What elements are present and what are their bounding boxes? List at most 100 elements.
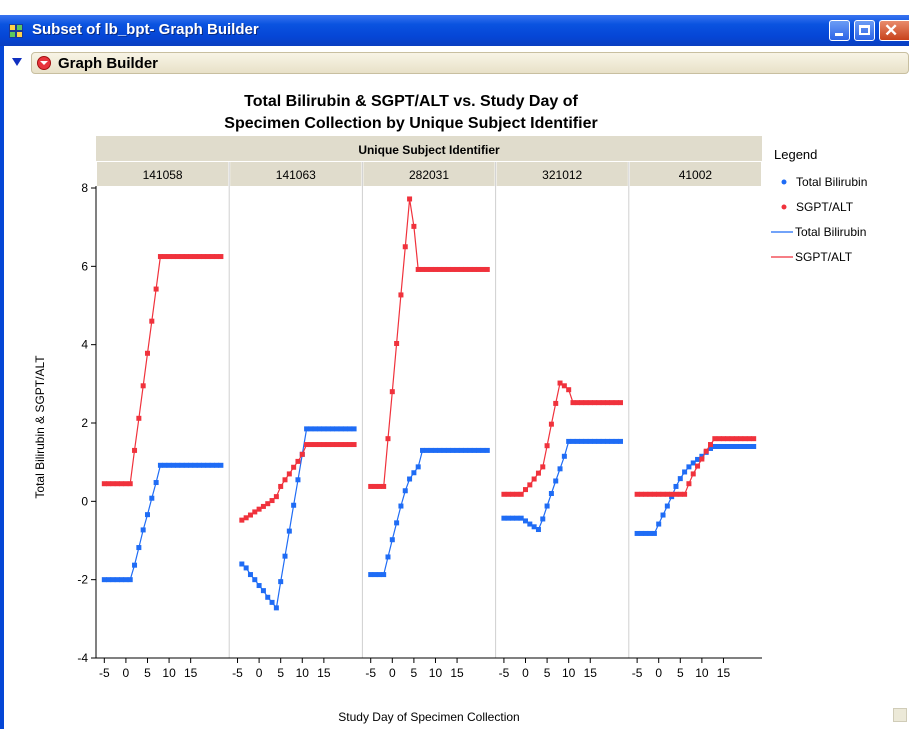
data-point: [287, 471, 292, 476]
data-point: [398, 292, 403, 297]
data-point: [123, 481, 128, 486]
data-point: [347, 442, 352, 447]
data-point: [119, 577, 124, 582]
legend[interactable]: Legend Total Bilirubin SGPT/ALT Total Bili…: [771, 147, 867, 264]
x-tick-label: 15: [317, 666, 331, 680]
data-point: [643, 531, 648, 536]
data-point: [239, 518, 244, 523]
series-line-sgpt-alt: [104, 257, 221, 484]
data-point: [128, 577, 133, 582]
data-point: [352, 442, 357, 447]
data-point: [540, 516, 545, 521]
data-point: [562, 454, 567, 459]
data-point: [468, 448, 473, 453]
data-point: [154, 480, 159, 485]
data-point: [562, 383, 567, 388]
data-point: [639, 492, 644, 497]
data-point: [171, 254, 176, 259]
y-tick-label: 6: [81, 259, 88, 273]
data-point: [442, 267, 447, 272]
data-point: [368, 484, 373, 489]
x-tick-label: 0: [389, 666, 396, 680]
data-point: [429, 448, 434, 453]
data-point: [403, 488, 408, 493]
data-point: [257, 507, 262, 512]
data-point: [278, 579, 283, 584]
data-point: [618, 439, 623, 444]
x-tick-label: 5: [677, 666, 684, 680]
data-point: [609, 439, 614, 444]
data-point: [141, 527, 146, 532]
x-tick-label: 10: [296, 666, 310, 680]
data-point: [394, 520, 399, 525]
data-point: [673, 492, 678, 497]
data-point: [407, 196, 412, 201]
resize-grip-icon[interactable]: [893, 708, 907, 722]
data-point: [523, 518, 528, 523]
data-point: [295, 477, 300, 482]
data-point: [184, 463, 189, 468]
data-point: [300, 452, 305, 457]
data-point: [510, 492, 515, 497]
data-point: [291, 465, 296, 470]
data-point: [326, 442, 331, 447]
panel-141063: 141063: [229, 162, 361, 658]
y-tick-label: 8: [81, 181, 88, 195]
data-point: [669, 492, 674, 497]
data-point: [145, 351, 150, 356]
data-point: [437, 448, 442, 453]
data-point: [317, 442, 322, 447]
data-point: [583, 439, 588, 444]
data-point: [635, 531, 640, 536]
data-point: [605, 439, 610, 444]
x-tick-label: 15: [717, 666, 731, 680]
data-point: [730, 436, 735, 441]
data-point: [180, 463, 185, 468]
data-point: [192, 463, 197, 468]
data-point: [424, 267, 429, 272]
data-point: [472, 267, 477, 272]
x-tick-label: 5: [144, 666, 151, 680]
x-tick-label: 5: [411, 666, 418, 680]
data-point: [407, 477, 412, 482]
data-point: [579, 439, 584, 444]
data-point: [373, 484, 378, 489]
data-point: [712, 444, 717, 449]
data-point: [682, 469, 687, 474]
data-point: [411, 470, 416, 475]
data-point: [570, 400, 575, 405]
data-point: [519, 492, 524, 497]
data-point: [373, 572, 378, 577]
data-point: [695, 457, 700, 462]
data-point: [265, 501, 270, 506]
data-point: [738, 444, 743, 449]
series-line-total-bilirubin: [242, 429, 354, 608]
chart-title-line-1: Total Bilirubin & SGPT/ALT vs. Study Day…: [244, 93, 578, 110]
data-point: [136, 416, 141, 421]
data-point: [330, 442, 335, 447]
data-point: [188, 254, 193, 259]
data-point: [210, 254, 215, 259]
data-point: [691, 460, 696, 465]
data-point: [738, 436, 743, 441]
data-point: [566, 387, 571, 392]
x-tick-label: -5: [499, 666, 510, 680]
data-point: [274, 494, 279, 499]
data-point: [424, 448, 429, 453]
data-point: [347, 426, 352, 431]
data-point: [661, 492, 666, 497]
data-point: [648, 531, 653, 536]
data-point: [532, 524, 537, 529]
data-point: [270, 498, 275, 503]
data-point: [304, 426, 309, 431]
x-tick-label: 0: [655, 666, 662, 680]
x-tick-label: 5: [277, 666, 284, 680]
data-point: [248, 513, 253, 518]
data-point: [132, 448, 137, 453]
data-point: [192, 254, 197, 259]
data-point: [665, 492, 670, 497]
data-point: [708, 442, 713, 447]
data-point: [132, 563, 137, 568]
data-point: [566, 439, 571, 444]
